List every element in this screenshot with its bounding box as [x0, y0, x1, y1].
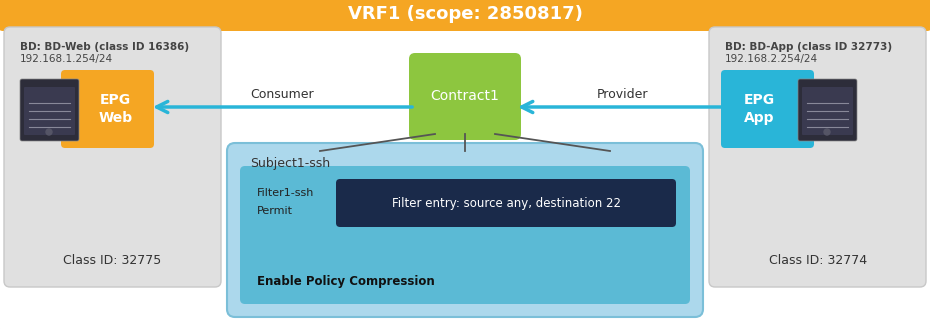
FancyBboxPatch shape	[798, 79, 857, 141]
FancyBboxPatch shape	[0, 0, 930, 31]
Text: BD: BD-App (class ID 32773): BD: BD-App (class ID 32773)	[725, 42, 892, 52]
Bar	[3, 14, 927, 26]
Text: Subject1-ssh: Subject1-ssh	[250, 157, 330, 169]
Text: 192.168.2.254/24: 192.168.2.254/24	[725, 54, 818, 64]
Text: VRF1 (scope: 2850817): VRF1 (scope: 2850817)	[348, 5, 582, 23]
FancyBboxPatch shape	[721, 70, 814, 148]
Text: BD: BD-Web (class ID 16386): BD: BD-Web (class ID 16386)	[20, 42, 189, 52]
Text: Provider: Provider	[596, 88, 648, 100]
Circle shape	[46, 129, 52, 135]
FancyBboxPatch shape	[20, 79, 79, 141]
FancyBboxPatch shape	[24, 87, 75, 135]
Text: Filter1-ssh: Filter1-ssh	[257, 188, 314, 198]
FancyBboxPatch shape	[709, 27, 926, 287]
Text: Class ID: 32775: Class ID: 32775	[63, 255, 161, 267]
FancyBboxPatch shape	[240, 166, 690, 304]
FancyBboxPatch shape	[802, 87, 853, 135]
Text: Class ID: 32774: Class ID: 32774	[769, 255, 867, 267]
FancyBboxPatch shape	[4, 27, 221, 287]
FancyBboxPatch shape	[409, 53, 521, 140]
FancyBboxPatch shape	[336, 179, 676, 227]
FancyBboxPatch shape	[227, 143, 703, 317]
FancyBboxPatch shape	[61, 70, 154, 148]
Text: Permit: Permit	[257, 206, 293, 216]
Text: Contract1: Contract1	[431, 89, 499, 104]
Text: 192.168.1.254/24: 192.168.1.254/24	[20, 54, 113, 64]
Text: Filter entry: source any, destination 22: Filter entry: source any, destination 22	[392, 196, 620, 210]
Circle shape	[824, 129, 830, 135]
Text: EPG
Web: EPG Web	[99, 93, 133, 125]
Text: Consumer: Consumer	[250, 88, 313, 100]
Text: EPG
App: EPG App	[744, 93, 775, 125]
Text: Enable Policy Compression: Enable Policy Compression	[257, 274, 434, 288]
